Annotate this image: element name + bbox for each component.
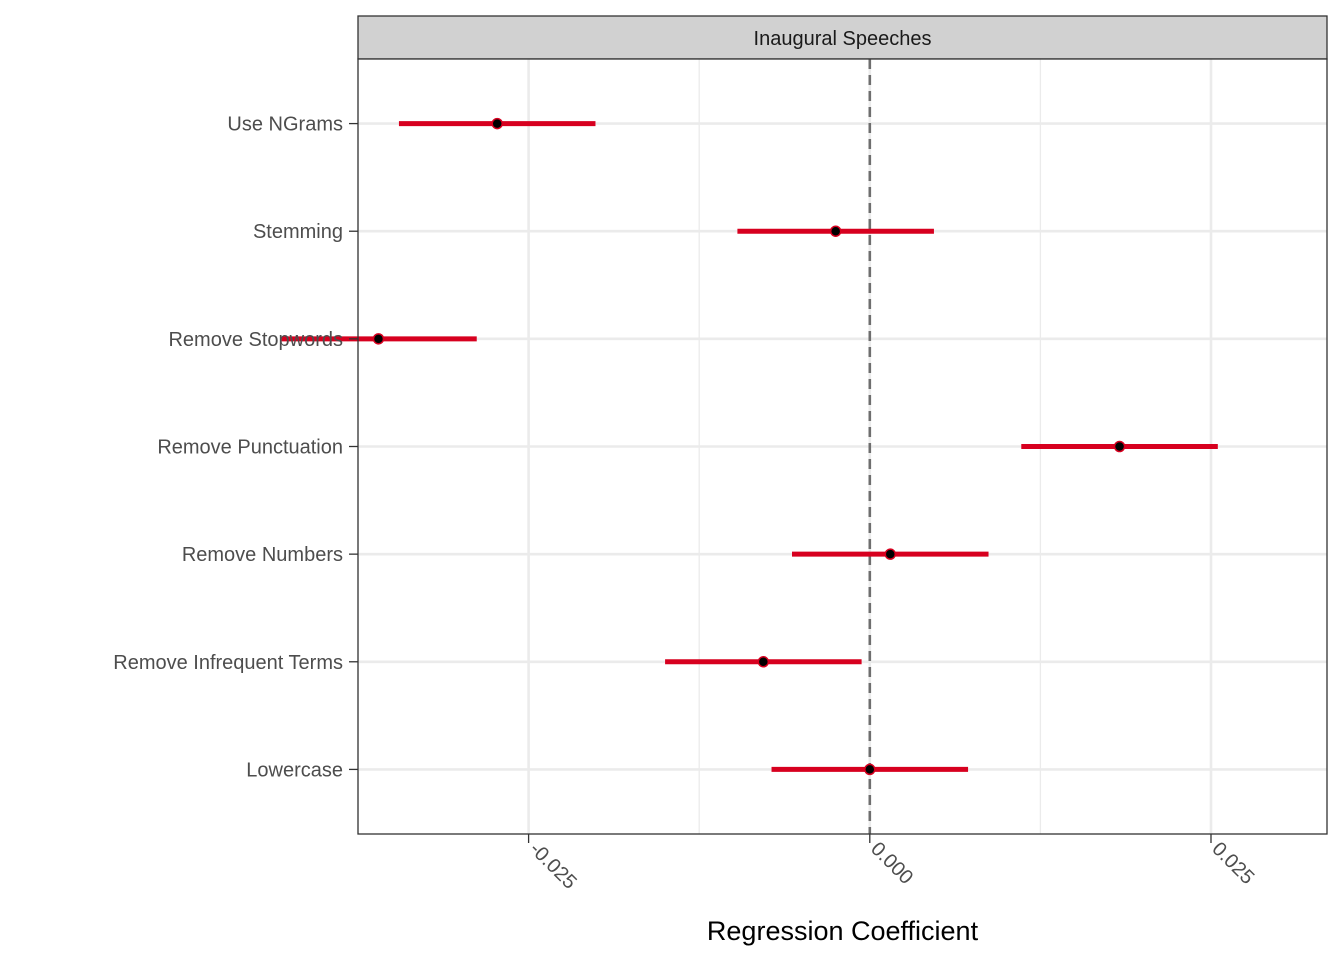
y-tick-label: Lowercase	[246, 759, 343, 781]
point-estimate	[829, 225, 842, 237]
point-estimate	[491, 117, 503, 130]
point-estimate	[372, 333, 385, 345]
y-tick-label: Remove Stopwords	[168, 329, 343, 351]
point-estimate	[864, 763, 876, 776]
y-tick-label: Remove Punctuation	[157, 437, 343, 459]
y-tick-label: Remove Numbers	[182, 544, 343, 566]
y-axis: Use NGrams Stemming Remove Stopwords Remove…	[113, 114, 358, 781]
x-axis: -0.025 0.000 0.025	[525, 834, 1258, 894]
x-tick-label: -0.025	[525, 838, 581, 894]
y-tick-label: Remove Infrequent Terms	[113, 652, 343, 674]
y-tick-label: Stemming	[253, 221, 343, 243]
point-estimate	[884, 548, 897, 560]
data-marks	[281, 117, 1218, 776]
facet-title: Inaugural Speeches	[754, 28, 932, 50]
y-tick-label: Use NGrams	[227, 114, 343, 136]
x-tick-label: 0.000	[866, 838, 917, 889]
point-estimate	[1113, 440, 1126, 453]
point-estimate	[757, 656, 770, 668]
x-tick-label: 0.025	[1207, 838, 1258, 889]
facet-strip-background	[357, 15, 1328, 60]
facet-strip: Inaugural Speeches	[357, 15, 1328, 60]
x-axis-title: Regression Coefficient	[707, 916, 979, 946]
